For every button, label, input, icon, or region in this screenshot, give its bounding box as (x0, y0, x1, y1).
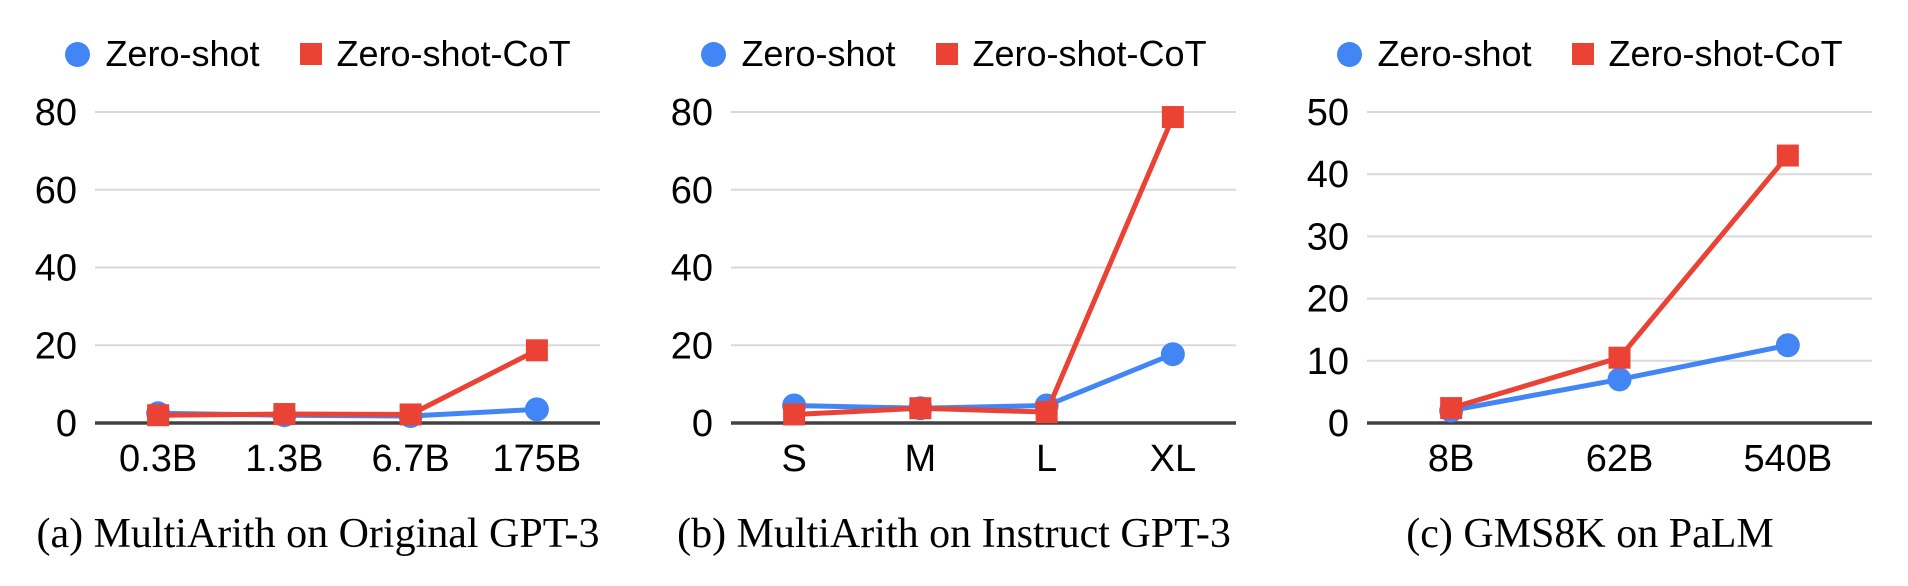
svg-text:50: 50 (1307, 92, 1349, 134)
svg-text:1.3B: 1.3B (245, 438, 323, 480)
zero-shot-cot-square-icon (299, 43, 322, 65)
chart-panel-a: Zero-shot Zero-shot-CoT 0 20 40 60 80 0.3B 1.3… (0, 0, 636, 586)
svg-text:60: 60 (671, 170, 713, 212)
chart-c-caption: (c) GMS8K on PaLM (1406, 511, 1774, 557)
svg-text:S: S (781, 438, 806, 480)
zero-shot-circle-icon (701, 41, 727, 67)
legend-label-zero-shot: Zero-shot (741, 33, 896, 74)
legend-item-zero-shot: Zero-shot (1337, 33, 1532, 74)
legend-item-zero-shot: Zero-shot (65, 33, 260, 74)
svg-text:6.7B: 6.7B (372, 438, 450, 480)
chart-b-caption: (b) MultiArith on Instruct GPT-3 (677, 511, 1231, 557)
svg-text:30: 30 (1307, 216, 1349, 258)
legend: Zero-shot Zero-shot-CoT (0, 0, 636, 72)
zero-shot-cot-square-icon (1571, 43, 1594, 65)
svg-text:20: 20 (1307, 279, 1349, 321)
svg-text:10: 10 (1307, 341, 1349, 383)
svg-text:0: 0 (692, 403, 713, 445)
svg-text:20: 20 (35, 325, 77, 367)
chart-panel-c: Zero-shot Zero-shot-CoT 0 10 20 30 40 50 8B 62B… (1272, 0, 1908, 586)
chart-a-caption: (a) MultiArith on Original GPT-3 (36, 511, 600, 557)
svg-text:40: 40 (671, 248, 713, 290)
svg-text:20: 20 (671, 325, 713, 367)
svg-text:540B: 540B (1743, 438, 1832, 480)
legend-label-zero-shot-cot: Zero-shot-CoT (1608, 33, 1843, 74)
legend: Zero-shot Zero-shot-CoT (1272, 0, 1908, 72)
zero-shot-circle-icon (65, 41, 91, 67)
svg-text:60: 60 (35, 170, 77, 212)
svg-text:62B: 62B (1586, 438, 1654, 480)
legend-item-zero-shot-cot: Zero-shot-CoT (935, 33, 1207, 74)
chart-b-plot: 0 20 40 60 80 S M L XL (671, 92, 1236, 480)
svg-text:40: 40 (1307, 154, 1349, 196)
legend-label-zero-shot-cot: Zero-shot-CoT (336, 33, 571, 74)
svg-text:L: L (1036, 438, 1057, 480)
legend-label-zero-shot: Zero-shot (1377, 33, 1532, 74)
legend-label-zero-shot: Zero-shot (105, 33, 260, 74)
svg-text:80: 80 (671, 92, 713, 134)
svg-text:XL: XL (1150, 438, 1196, 480)
legend-item-zero-shot: Zero-shot (701, 33, 896, 74)
chart-c-plot: 0 10 20 30 40 50 8B 62B 540B (1307, 92, 1872, 480)
svg-text:M: M (905, 438, 937, 480)
svg-text:80: 80 (35, 92, 77, 134)
svg-text:40: 40 (35, 248, 77, 290)
legend-item-zero-shot-cot: Zero-shot-CoT (299, 33, 571, 74)
svg-text:0.3B: 0.3B (119, 438, 197, 480)
chart-panel-b: Zero-shot Zero-shot-CoT 0 20 40 60 80 S M L XL (… (636, 0, 1272, 586)
legend-label-zero-shot-cot: Zero-shot-CoT (972, 33, 1207, 74)
svg-text:175B: 175B (493, 438, 582, 480)
chart-a-plot: 0 20 40 60 80 0.3B 1.3B 6.7B 175B (35, 92, 600, 480)
legend: Zero-shot Zero-shot-CoT (636, 0, 1272, 72)
svg-text:0: 0 (56, 403, 77, 445)
svg-text:0: 0 (1328, 403, 1349, 445)
zero-shot-cot-square-icon (935, 43, 958, 65)
svg-text:8B: 8B (1428, 438, 1474, 480)
legend-item-zero-shot-cot: Zero-shot-CoT (1571, 33, 1843, 74)
zero-shot-circle-icon (1337, 41, 1363, 67)
